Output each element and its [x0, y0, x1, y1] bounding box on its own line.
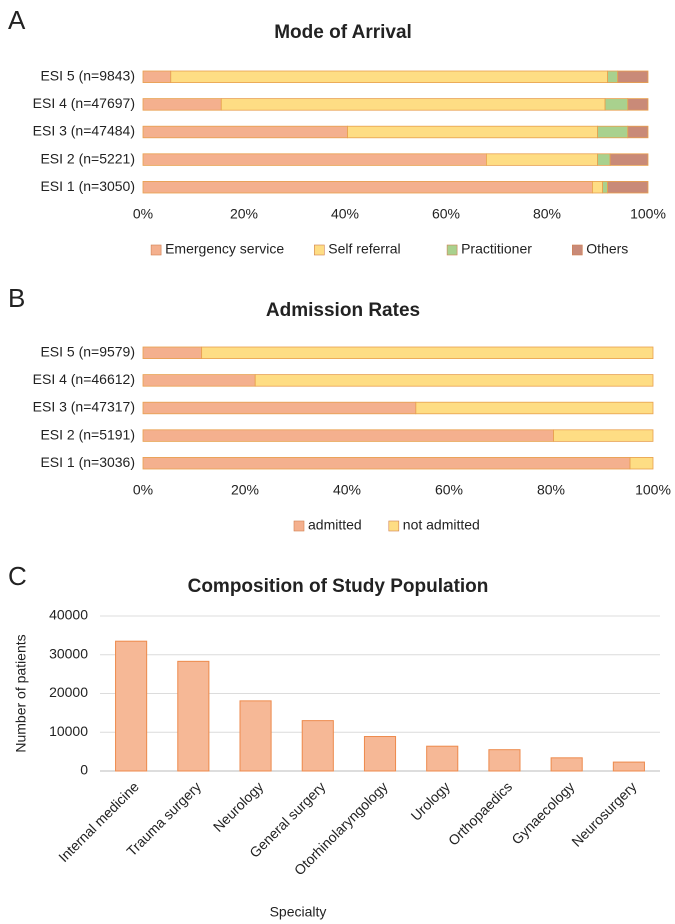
legend-swatch: [313, 244, 325, 256]
y-tick-label: ESI 5 (n=9579): [40, 344, 135, 360]
bar-segment: [142, 98, 222, 111]
x-tick-label: 60%: [435, 482, 463, 498]
bar-segment: [220, 98, 606, 111]
bar-segment: [142, 429, 554, 442]
legend-swatch: [293, 520, 305, 532]
y-tick-label: ESI 1 (n=3050): [40, 178, 135, 194]
bar-segment: [597, 125, 629, 139]
panel-label: C: [8, 561, 27, 591]
y-tick-label: ESI 3 (n=47317): [33, 399, 135, 415]
bar: [301, 720, 334, 772]
bar-segment: [597, 153, 611, 166]
bar-segment: [415, 401, 654, 415]
bar: [488, 749, 521, 772]
bar-segment: [627, 125, 649, 139]
x-tick-label: Neurology: [210, 778, 266, 834]
x-tick-label: 0%: [133, 482, 153, 498]
bar-segment: [201, 346, 654, 359]
bar-segment: [485, 153, 598, 166]
x-tick-label: Gynaecology: [508, 778, 577, 847]
x-tick-label: 60%: [432, 206, 460, 222]
x-tick-label: 40%: [333, 482, 361, 498]
x-tick-label: 80%: [533, 206, 561, 222]
bar: [363, 736, 397, 772]
y-tick-label: ESI 2 (n=5221): [40, 150, 135, 166]
y-tick-label: ESI 2 (n=5191): [40, 426, 135, 442]
bar: [550, 757, 583, 772]
x-tick-label: 20%: [230, 206, 258, 222]
bar-segment: [142, 70, 172, 83]
y-tick-label: ESI 4 (n=46612): [33, 371, 135, 387]
bar-segment: [142, 153, 487, 166]
chart-title: Composition of Study Population: [188, 576, 489, 597]
bar: [115, 640, 148, 772]
bar-segment: [142, 181, 593, 194]
legend-label: Emergency service: [165, 241, 284, 257]
legend-label: Self referral: [328, 241, 400, 257]
bar-segment: [347, 125, 598, 139]
y-tick-label: ESI 5 (n=9843): [40, 68, 135, 84]
bar: [426, 745, 459, 772]
panel-label: B: [8, 283, 25, 313]
bar-segment: [592, 181, 603, 194]
legend-swatch: [571, 244, 583, 256]
bar-segment: [627, 98, 649, 111]
bar-segment: [142, 374, 256, 387]
x-tick-label: 20%: [231, 482, 259, 498]
legend-swatch: [446, 244, 458, 256]
bar-segment: [170, 70, 609, 83]
y-tick-label: 30000: [49, 645, 88, 661]
y-axis-title: Number of patients: [13, 634, 29, 752]
y-tick-label: 20000: [49, 684, 88, 700]
bar-segment: [607, 181, 649, 194]
bar-segment: [142, 457, 631, 470]
x-tick-label: 80%: [537, 482, 565, 498]
bar: [177, 660, 210, 772]
chart-title: Admission Rates: [266, 300, 420, 321]
chart-title: Mode of Arrival: [274, 22, 412, 43]
y-tick-label: 0: [80, 762, 88, 778]
legend-label: Practitioner: [461, 241, 532, 257]
bar-segment: [629, 457, 654, 470]
legend-swatch: [150, 244, 162, 256]
y-tick-label: ESI 3 (n=47484): [33, 123, 135, 139]
x-tick-label: 100%: [635, 482, 671, 498]
x-tick-label: Urology: [408, 778, 453, 823]
panel-label: A: [8, 5, 26, 35]
bar: [612, 761, 645, 772]
y-tick-label: 10000: [49, 723, 88, 739]
bar-segment: [602, 181, 608, 194]
legend-label: Others: [586, 241, 628, 257]
bar-segment: [553, 429, 654, 442]
x-axis-title: Specialty: [270, 904, 327, 920]
bar-segment: [609, 153, 649, 166]
bar-segment: [604, 98, 629, 111]
bar-segment: [142, 125, 348, 139]
bar: [239, 700, 272, 772]
bar-segment: [142, 346, 203, 359]
x-tick-label: Orthopaedics: [445, 778, 515, 848]
y-tick-label: 40000: [49, 607, 88, 623]
x-tick-label: 100%: [630, 206, 666, 222]
bar-segment: [617, 70, 649, 83]
x-tick-label: 40%: [331, 206, 359, 222]
bar-segment: [142, 401, 417, 415]
y-tick-label: ESI 1 (n=3036): [40, 454, 135, 470]
bar-segment: [254, 374, 654, 387]
legend-swatch: [388, 520, 400, 532]
bar-segment: [607, 70, 619, 83]
x-tick-label: 0%: [133, 206, 153, 222]
legend-label: not admitted: [403, 517, 480, 533]
x-tick-label: Neurosurgery: [568, 778, 639, 849]
y-tick-label: ESI 4 (n=47697): [33, 95, 135, 111]
legend-label: admitted: [308, 517, 362, 533]
